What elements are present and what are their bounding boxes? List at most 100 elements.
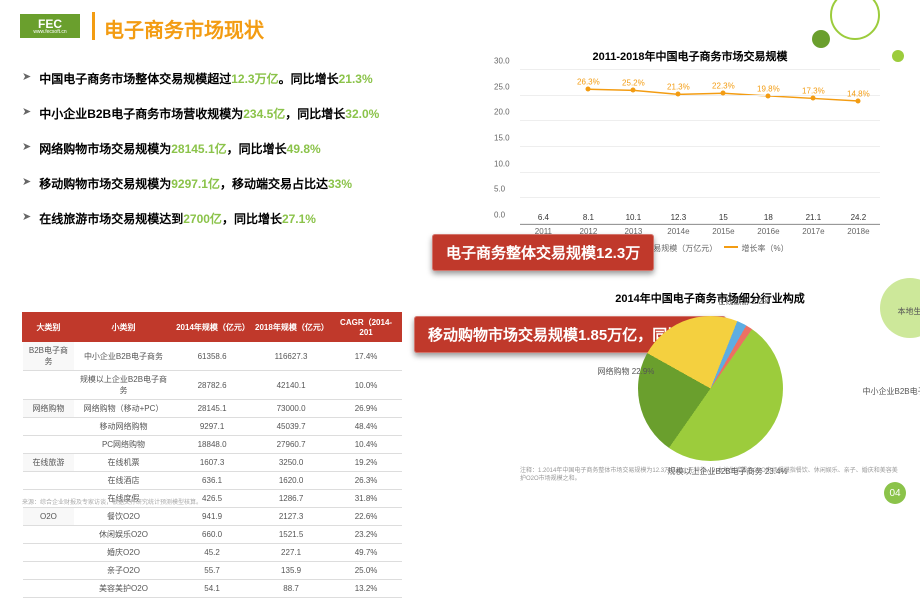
data-table: 大类别小类别2014年规模（亿元）2018年规模（亿元）CAGR（2014-20… (22, 312, 402, 598)
line-value: 22.3% (712, 82, 735, 91)
data-table-grid: 大类别小类别2014年规模（亿元）2018年规模（亿元）CAGR（2014-20… (22, 312, 402, 598)
grid-line (520, 69, 880, 70)
bar-value: 15 (719, 213, 728, 222)
table-cell: 23.2% (331, 526, 402, 544)
table-header: CAGR（2014-201 (331, 313, 402, 342)
table-cell: 2127.3 (252, 508, 331, 526)
bullet-text: 中国电子商务市场整体交易规模超过12.3万亿。同比增长21.3% (39, 70, 372, 87)
table-header: 2014年规模（亿元） (173, 313, 252, 342)
table-cell: 19.2% (331, 454, 402, 472)
pie-label: 网络购物 22.9% (598, 366, 655, 377)
bullet-item: ➤ 中国电子商务市场整体交易规模超过12.3万亿。同比增长21.3% (22, 70, 452, 87)
table-cell: 美容美护O2O (74, 580, 172, 598)
table-cell: 61358.6 (173, 342, 252, 371)
bar-value: 21.1 (806, 213, 822, 222)
table-cell: 9297.1 (173, 418, 252, 436)
table-row: 美容美护O2O54.188.713.2% (23, 580, 402, 598)
line-point (856, 99, 861, 104)
table-cell: 中小企业B2B电子商务 (74, 342, 172, 371)
table-cell (23, 418, 75, 436)
table-row: B2B电子商务中小企业B2B电子商务61358.6116627.317.4% (23, 342, 402, 371)
pie-chart-plot: 本地生活服务O2O 1.4%中小企业B2B电子商务 50.0%规模以上企业B2B… (638, 316, 783, 461)
table-cell: 移动网络购物 (74, 418, 172, 436)
line-value: 25.2% (622, 79, 645, 88)
bar-x-label: 2015e (712, 227, 734, 236)
bullet-text: 中小企业B2B电子商务市场营收规模为234.5亿，同比增长32.0% (39, 105, 379, 122)
bar-x-label: 2018e (847, 227, 869, 236)
table-cell: 亲子O2O (74, 562, 172, 580)
table-cell: 网络购物 (23, 400, 75, 418)
bullet-item: ➤网络购物市场交易规模为28145.1亿，同比增长49.8% (22, 140, 452, 157)
table-cell: 10.4% (331, 436, 402, 454)
table-cell: 26.3% (331, 472, 402, 490)
table-cell (23, 371, 75, 400)
title-divider (92, 12, 95, 40)
table-cell: 22.6% (331, 508, 402, 526)
table-row: 在线旅游在线机票1607.33250.019.2% (23, 454, 402, 472)
deco-dot (892, 50, 904, 62)
bullet-item: ➤移动购物市场交易规模为9297.1亿，移动端交易占比达33% (22, 175, 452, 192)
y-tick: 20.0 (494, 108, 510, 117)
grid-line (520, 146, 880, 147)
bar-chart: 2011-2018年中国电子商务市场交易规模 0.05.010.015.020.… (490, 48, 890, 248)
grid-line (520, 223, 880, 224)
grid-line (520, 197, 880, 198)
table-row: 在线酒店636.11620.026.3% (23, 472, 402, 490)
table-cell: 25.0% (331, 562, 402, 580)
table-cell: 49.7% (331, 544, 402, 562)
line-point (631, 88, 636, 93)
table-cell: 1286.7 (252, 490, 331, 508)
y-tick: 15.0 (494, 134, 510, 143)
table-cell: O2O (23, 508, 75, 526)
line-value: 14.8% (847, 89, 870, 98)
table-cell: 88.7 (252, 580, 331, 598)
table-row: 休闲娱乐O2O660.01521.523.2% (23, 526, 402, 544)
line-chart-overlay (520, 70, 880, 224)
table-cell: 休闲娱乐O2O (74, 526, 172, 544)
line-value: 26.3% (577, 77, 600, 86)
bullet-arrow-icon: ➤ (22, 210, 31, 223)
table-row: 移动网络购物9297.145039.748.4% (23, 418, 402, 436)
table-cell: 餐饮O2O (74, 508, 172, 526)
line-point (676, 92, 681, 97)
table-cell: 55.7 (173, 562, 252, 580)
table-cell: 116627.3 (252, 342, 331, 371)
table-header: 大类别 (23, 313, 75, 342)
table-cell: 在线酒店 (74, 472, 172, 490)
table-cell (23, 436, 75, 454)
table-cell (23, 544, 75, 562)
table-cell: 在线旅游 (23, 454, 75, 472)
pie-label: 本地生活服务O2O 1.4% (898, 306, 920, 317)
deco-circle (830, 0, 880, 40)
pie-chart-title: 2014年中国电子商务市场细分行业构成 (520, 290, 900, 306)
bullet-text: 移动购物市场交易规模为9297.1亿，移动端交易占比达33% (39, 175, 352, 192)
line-value: 21.3% (667, 83, 690, 92)
table-cell: 13.2% (331, 580, 402, 598)
table-cell: 135.9 (252, 562, 331, 580)
table-cell: 1607.3 (173, 454, 252, 472)
table-cell: 27960.7 (252, 436, 331, 454)
table-cell (23, 580, 75, 598)
line-point (586, 87, 591, 92)
table-cell: 1521.5 (252, 526, 331, 544)
bullet-arrow-icon: ➤ (22, 70, 31, 83)
logo-sub: www.fecsoft.cn (33, 30, 66, 35)
grid-line (520, 120, 880, 121)
y-tick: 25.0 (494, 82, 510, 91)
deco-dot (812, 30, 830, 48)
table-cell: 227.1 (252, 544, 331, 562)
table-row: PC网络购物18848.027960.710.4% (23, 436, 402, 454)
table-cell (23, 526, 75, 544)
pie-chart: 2014年中国电子商务市场细分行业构成 本地生活服务O2O 1.4%中小企业B2… (520, 290, 900, 484)
y-tick: 10.0 (494, 159, 510, 168)
table-cell (23, 562, 75, 580)
bar-value: 24.2 (851, 213, 867, 222)
table-row: O2O餐饮O2O941.92127.322.6% (23, 508, 402, 526)
bar-chart-title: 2011-2018年中国电子商务市场交易规模 (490, 48, 890, 64)
y-tick: 30.0 (494, 57, 510, 66)
grid-line (520, 95, 880, 96)
bar-x-label: 2016e (757, 227, 779, 236)
table-cell: 网络购物（移动+PC） (74, 400, 172, 418)
logo: FEC www.fecsoft.cn (20, 14, 80, 38)
table-cell: 28782.6 (173, 371, 252, 400)
